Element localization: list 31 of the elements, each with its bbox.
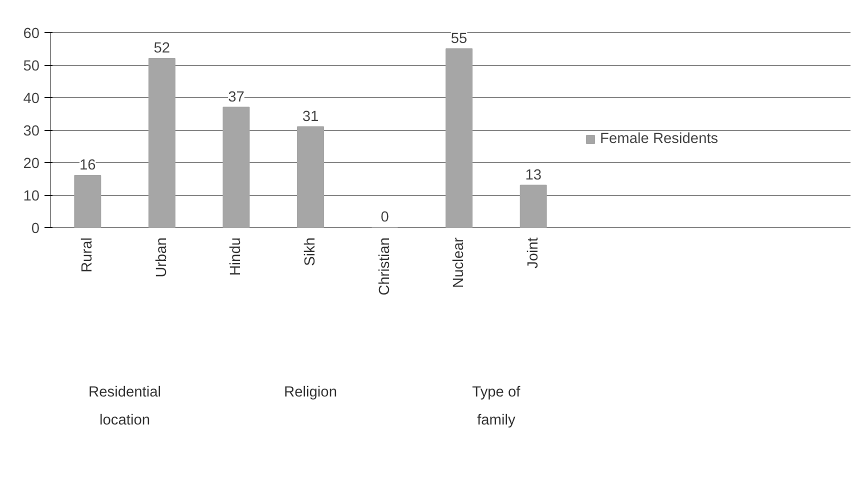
y-tick-label: 60 bbox=[23, 26, 40, 42]
data-label: 52 bbox=[154, 40, 170, 56]
text: Residential location bbox=[88, 384, 162, 428]
data-label: 16 bbox=[79, 158, 96, 174]
text: Type of family bbox=[472, 384, 522, 428]
data-label: 37 bbox=[228, 89, 244, 106]
bar bbox=[148, 58, 176, 228]
x-tick-label: Sikh bbox=[302, 237, 318, 266]
y-tick-label: 20 bbox=[23, 156, 40, 172]
x-tick-label: Christian bbox=[376, 237, 393, 296]
y-tick-label: 0 bbox=[31, 221, 40, 237]
data-label: 31 bbox=[302, 108, 319, 125]
x-tick-label: Nuclear bbox=[451, 237, 468, 288]
data-label: 55 bbox=[450, 30, 468, 47]
y-tick-label: 50 bbox=[23, 58, 40, 74]
x-tick-label: Joint bbox=[525, 237, 542, 268]
data-label: 0 bbox=[380, 210, 389, 226]
x-tick-label: Hindu bbox=[228, 237, 244, 276]
legend-label: Female Residents bbox=[600, 131, 718, 147]
x-tick-label: Urban bbox=[154, 237, 170, 278]
bar bbox=[446, 48, 473, 228]
y-tick-label: 30 bbox=[23, 124, 40, 140]
bar bbox=[222, 106, 250, 228]
bar bbox=[297, 126, 324, 228]
text: Religion bbox=[284, 384, 337, 400]
bar bbox=[520, 184, 547, 228]
y-tick-label: 40 bbox=[23, 91, 40, 107]
x-tick-label: Rural bbox=[80, 237, 96, 273]
y-tick-label: 10 bbox=[23, 188, 40, 204]
data-label: 13 bbox=[525, 167, 542, 184]
bar bbox=[74, 175, 102, 228]
